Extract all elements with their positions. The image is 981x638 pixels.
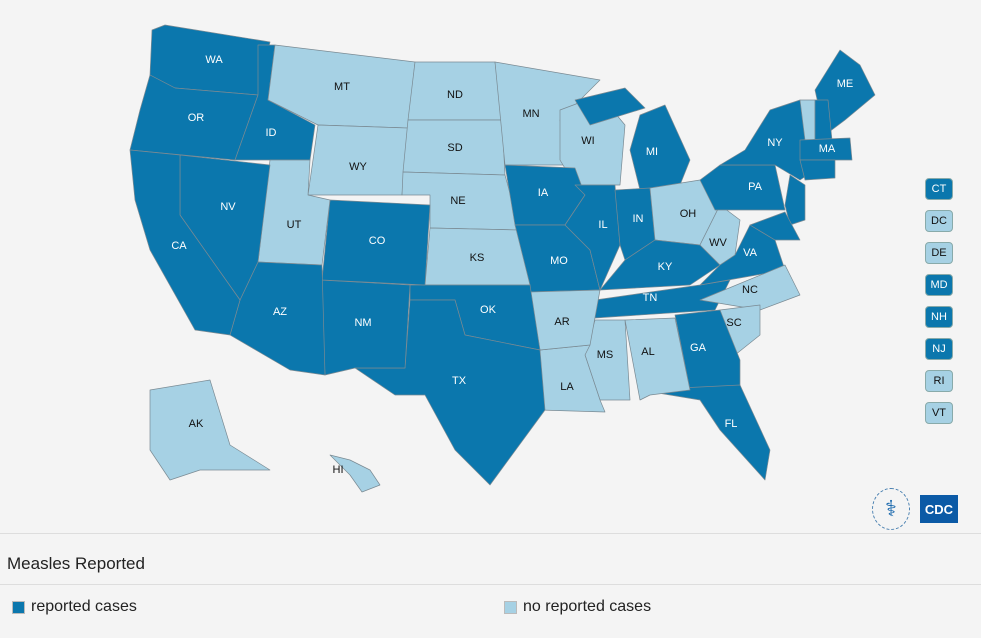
state-label: SD bbox=[447, 142, 462, 154]
state-label: WY bbox=[349, 161, 367, 173]
state-label: NV bbox=[220, 201, 236, 213]
state-wv[interactable] bbox=[699, 204, 741, 266]
divider bbox=[0, 533, 981, 534]
state-label: LA bbox=[560, 381, 574, 393]
legend-swatch bbox=[504, 600, 517, 614]
state-label: MO bbox=[550, 255, 568, 267]
state-ak[interactable] bbox=[149, 379, 271, 481]
state-box-md[interactable]: MD bbox=[925, 274, 953, 296]
state-ct[interactable] bbox=[799, 159, 836, 181]
state-label: OH bbox=[680, 208, 697, 220]
state-label: NE bbox=[450, 195, 465, 207]
state-hi[interactable] bbox=[329, 454, 381, 493]
state-label: NM bbox=[354, 317, 371, 329]
legend-item-reported: reported cases bbox=[12, 598, 137, 616]
legend-label: no reported cases bbox=[523, 598, 652, 615]
legend-label: reported cases bbox=[31, 598, 137, 615]
small-state-boxes: CT DC DE MD NH NJ RI VT bbox=[925, 178, 953, 434]
state-label: UT bbox=[287, 219, 302, 231]
state-mi[interactable] bbox=[574, 87, 646, 126]
state-label: AL bbox=[641, 346, 654, 358]
state-label: CO bbox=[369, 235, 386, 247]
state-label: ND bbox=[447, 89, 463, 101]
legend-swatch bbox=[12, 600, 25, 614]
state-label: ME bbox=[837, 78, 854, 90]
state-ma[interactable] bbox=[799, 137, 853, 161]
state-label: IL bbox=[598, 219, 607, 231]
state-label: WV bbox=[709, 237, 727, 249]
state-box-ri[interactable]: RI bbox=[925, 370, 953, 392]
state-al[interactable] bbox=[624, 317, 691, 401]
state-label: SC bbox=[726, 317, 741, 329]
state-mi[interactable] bbox=[629, 104, 691, 191]
state-fl[interactable] bbox=[639, 384, 771, 481]
legend-title: Measles Reported bbox=[7, 554, 145, 573]
state-box-nh[interactable]: NH bbox=[925, 306, 953, 328]
divider bbox=[0, 584, 981, 585]
state-co[interactable] bbox=[321, 199, 431, 286]
state-label: IA bbox=[538, 187, 549, 199]
state-label: ID bbox=[266, 127, 277, 139]
state-label: MA bbox=[819, 143, 836, 155]
state-nc[interactable] bbox=[699, 264, 801, 311]
state-label: MT bbox=[334, 81, 350, 93]
hhs-logo: ⚕ bbox=[872, 488, 910, 530]
state-box-vt[interactable]: VT bbox=[925, 402, 953, 424]
legend-item-none: no reported cases bbox=[504, 598, 651, 616]
state-label: FL bbox=[725, 418, 738, 430]
state-box-nj[interactable]: NJ bbox=[925, 338, 953, 360]
state-label: TX bbox=[452, 375, 467, 387]
state-label: IN bbox=[633, 213, 644, 225]
state-label: OR bbox=[188, 112, 205, 124]
state-label: OK bbox=[480, 304, 497, 316]
state-label: GA bbox=[690, 342, 707, 354]
state-label: AR bbox=[554, 316, 569, 328]
state-nj[interactable] bbox=[784, 174, 806, 226]
state-label: CA bbox=[171, 240, 187, 252]
state-label: WA bbox=[205, 54, 223, 66]
state-label: TN bbox=[643, 292, 658, 304]
state-label: VA bbox=[743, 247, 758, 259]
state-box-dc[interactable]: DC bbox=[925, 210, 953, 232]
state-md[interactable] bbox=[749, 211, 801, 241]
logos: ⚕ CDC bbox=[872, 488, 958, 530]
state-label: MS bbox=[597, 349, 614, 361]
state-label: MI bbox=[646, 146, 658, 158]
state-pa[interactable] bbox=[699, 164, 786, 211]
state-label: NY bbox=[767, 137, 783, 149]
state-label: AZ bbox=[273, 306, 287, 318]
state-label: KY bbox=[658, 261, 673, 273]
us-map: WA OR ID MT WY ND SD NE KS MN WI IA MO IL MI IN OH KY TN WV… bbox=[129, 24, 876, 493]
state-label: NC bbox=[742, 284, 758, 296]
state-label: MN bbox=[522, 108, 539, 120]
state-box-de[interactable]: DE bbox=[925, 242, 953, 264]
state-label: KS bbox=[470, 252, 485, 264]
state-label: AK bbox=[189, 418, 204, 430]
cdc-logo: CDC bbox=[920, 495, 958, 523]
state-ca[interactable] bbox=[129, 149, 241, 336]
state-label: HI bbox=[333, 464, 344, 476]
state-label: PA bbox=[748, 181, 763, 193]
state-box-ct[interactable]: CT bbox=[925, 178, 953, 200]
state-label: WI bbox=[581, 135, 594, 147]
